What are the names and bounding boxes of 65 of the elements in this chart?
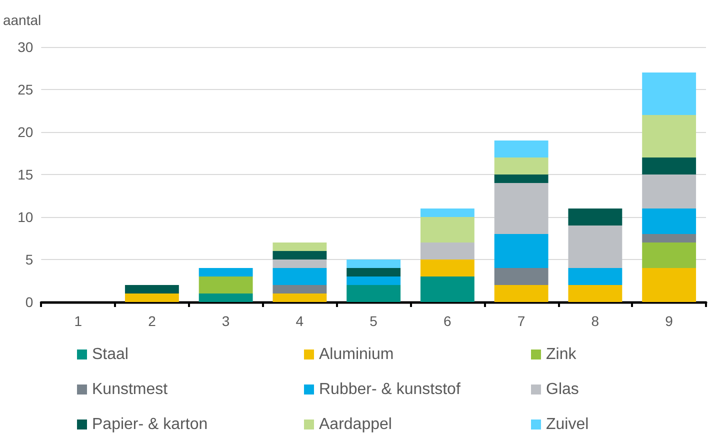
bar [642, 174, 696, 208]
x-tick-label: 7 [517, 313, 526, 329]
legend-label: Aluminium [319, 346, 394, 363]
bar [272, 285, 327, 294]
bar [642, 208, 696, 234]
legend-label: Glas [546, 381, 579, 398]
bar [494, 268, 548, 285]
y-tick-label: 20 [18, 124, 34, 140]
bar [494, 234, 548, 268]
bar [272, 251, 327, 260]
x-tick-label: 2 [148, 313, 156, 329]
x-tick-label: 5 [370, 313, 378, 329]
bar [198, 276, 253, 294]
legend-label: Zink [546, 346, 578, 363]
bar [568, 285, 622, 302]
bar [346, 285, 401, 302]
legend-label: Kunstmest [92, 381, 168, 398]
bar [642, 268, 696, 302]
bar [494, 158, 548, 174]
bar [420, 276, 474, 302]
bar [124, 294, 179, 302]
bar [642, 242, 696, 268]
bar [642, 234, 696, 242]
bar [272, 242, 327, 251]
bar [568, 268, 622, 285]
x-tick-label: 6 [444, 313, 452, 329]
bar [272, 260, 327, 268]
bar [568, 226, 622, 268]
bar [272, 294, 327, 302]
legend-label: Papier- & karton [92, 416, 208, 433]
y-axis-title: aantal [2, 12, 42, 28]
bar [124, 285, 179, 294]
bar [494, 183, 548, 234]
bar [494, 285, 548, 302]
bar [420, 217, 474, 242]
legend-label: Zuivel [546, 416, 589, 433]
bar [272, 268, 327, 285]
y-tick-label: 25 [18, 82, 34, 98]
bar [494, 140, 548, 158]
legend-label: Aardappel [319, 416, 392, 433]
y-tick-label: 30 [18, 39, 34, 55]
bar [420, 242, 474, 260]
legend-label: Staal [92, 346, 128, 363]
bar [642, 72, 696, 115]
y-tick-label: 0 [25, 294, 34, 310]
bar [198, 294, 253, 302]
x-tick-label: 9 [665, 313, 674, 329]
bar [568, 208, 622, 226]
bar [420, 260, 474, 276]
bar [494, 174, 548, 183]
x-tick-label: 1 [74, 313, 82, 329]
x-tick-label: 4 [296, 313, 304, 329]
bar [642, 115, 696, 158]
bar [346, 268, 401, 276]
bar [346, 260, 401, 268]
x-tick-label: 3 [222, 313, 230, 329]
bar [642, 158, 696, 174]
bar [198, 268, 253, 276]
bar [420, 208, 474, 217]
y-tick-label: 15 [18, 166, 34, 182]
bar [346, 276, 401, 285]
y-tick-label: 5 [25, 252, 34, 268]
x-tick-label: 8 [591, 313, 600, 329]
y-tick-label: 10 [18, 209, 34, 225]
legend-label: Rubber- & kunststof [319, 381, 461, 398]
